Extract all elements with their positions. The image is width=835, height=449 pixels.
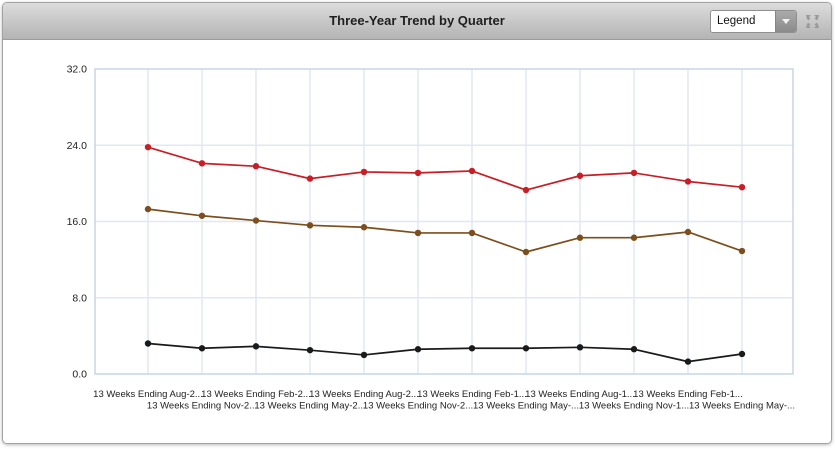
data-point[interactable]: [630, 234, 638, 241]
data-point[interactable]: [252, 163, 260, 170]
data-point[interactable]: [738, 183, 746, 191]
x-axis-tick-label: 13 Weeks Ending Nov-2...: [147, 401, 257, 412]
x-axis-tick-label: 13 Weeks Ending May-2...: [254, 401, 365, 412]
data-point[interactable]: [360, 168, 368, 176]
x-axis-tick-label: 13 Weeks Ending Aug-1...: [525, 389, 635, 400]
widget-header: Three-Year Trend by Quarter Legend: [3, 3, 831, 40]
plot-border: [94, 68, 794, 375]
data-point[interactable]: [144, 143, 152, 151]
y-axis-tick-label: 0.0: [72, 369, 87, 381]
x-axis-tick-label: 13 Weeks Ending Feb-1...: [633, 389, 743, 400]
y-axis-tick-label: 8.0: [72, 292, 87, 304]
data-point[interactable]: [144, 340, 152, 347]
series-line: [147, 208, 743, 253]
data-point[interactable]: [414, 229, 422, 237]
data-point[interactable]: [144, 205, 152, 213]
data-point[interactable]: [414, 346, 422, 353]
widget-title: Three-Year Trend by Quarter: [329, 13, 505, 28]
chart-body: 0.0 8.0 16.0 24.0 32.0 13 Weeks Ending Aug-2.…: [3, 40, 831, 443]
data-point[interactable]: [630, 169, 638, 177]
maximize-icon: [806, 14, 819, 28]
data-point[interactable]: [684, 178, 692, 185]
data-point[interactable]: [522, 345, 530, 352]
data-point[interactable]: [468, 167, 476, 175]
data-point[interactable]: [576, 344, 584, 351]
x-axis-tick-label: 13 Weeks Ending Aug-2...: [93, 389, 203, 400]
data-point[interactable]: [522, 186, 530, 194]
x-axis-tick-label: 13 Weeks Ending Feb-2...: [201, 389, 311, 400]
trend-line-chart: 0.0 8.0 16.0 24.0 32.0 13 Weeks Ending Aug-2.…: [67, 64, 795, 412]
data-point[interactable]: [252, 343, 260, 350]
data-point[interactable]: [198, 212, 206, 219]
legend-dropdown-value[interactable]: Legend: [711, 10, 775, 32]
data-point[interactable]: [576, 172, 584, 179]
y-axis-tick-label: 32.0: [67, 64, 88, 76]
data-point[interactable]: [684, 228, 692, 236]
legend-dropdown[interactable]: Legend: [710, 9, 797, 33]
header-controls: Legend: [710, 3, 821, 39]
data-point[interactable]: [198, 345, 206, 352]
data-point[interactable]: [306, 222, 314, 229]
data-point[interactable]: [306, 175, 314, 182]
x-axis-tick-label: 13 Weeks Ending May-...: [689, 401, 795, 412]
data-point[interactable]: [522, 248, 530, 256]
y-axis-tick-label: 24.0: [67, 140, 88, 152]
data-point[interactable]: [414, 169, 422, 177]
x-axis-tick-label: 13 Weeks Ending Aug-2...: [309, 389, 419, 400]
data-point[interactable]: [468, 345, 476, 352]
data-point[interactable]: [468, 229, 476, 237]
data-point[interactable]: [360, 351, 368, 359]
dropdown-arrow-button[interactable]: [775, 10, 796, 32]
data-point[interactable]: [252, 217, 260, 224]
y-axis-tick-label: 16.0: [67, 216, 88, 228]
data-point[interactable]: [684, 358, 692, 365]
data-point[interactable]: [630, 346, 638, 353]
series-line: [147, 342, 743, 363]
data-point[interactable]: [576, 234, 584, 241]
maximize-button[interactable]: [804, 13, 821, 30]
data-point[interactable]: [306, 346, 314, 354]
data-point[interactable]: [360, 224, 368, 231]
x-axis-tick-label: 13 Weeks Ending Feb-1...: [417, 389, 527, 400]
data-point[interactable]: [738, 350, 746, 358]
chart-widget: Three-Year Trend by Quarter Legend: [2, 2, 832, 444]
x-axis-tick-label: 13 Weeks Ending May-...: [473, 401, 579, 412]
x-axis-tick-label: 13 Weeks Ending Nov-1...: [579, 401, 689, 412]
data-point[interactable]: [738, 247, 746, 255]
series-line: [147, 146, 743, 191]
data-point[interactable]: [198, 160, 206, 167]
chevron-down-icon: [782, 18, 790, 24]
x-axis-tick-label: 13 Weeks Ending Nov-2...: [363, 401, 473, 412]
